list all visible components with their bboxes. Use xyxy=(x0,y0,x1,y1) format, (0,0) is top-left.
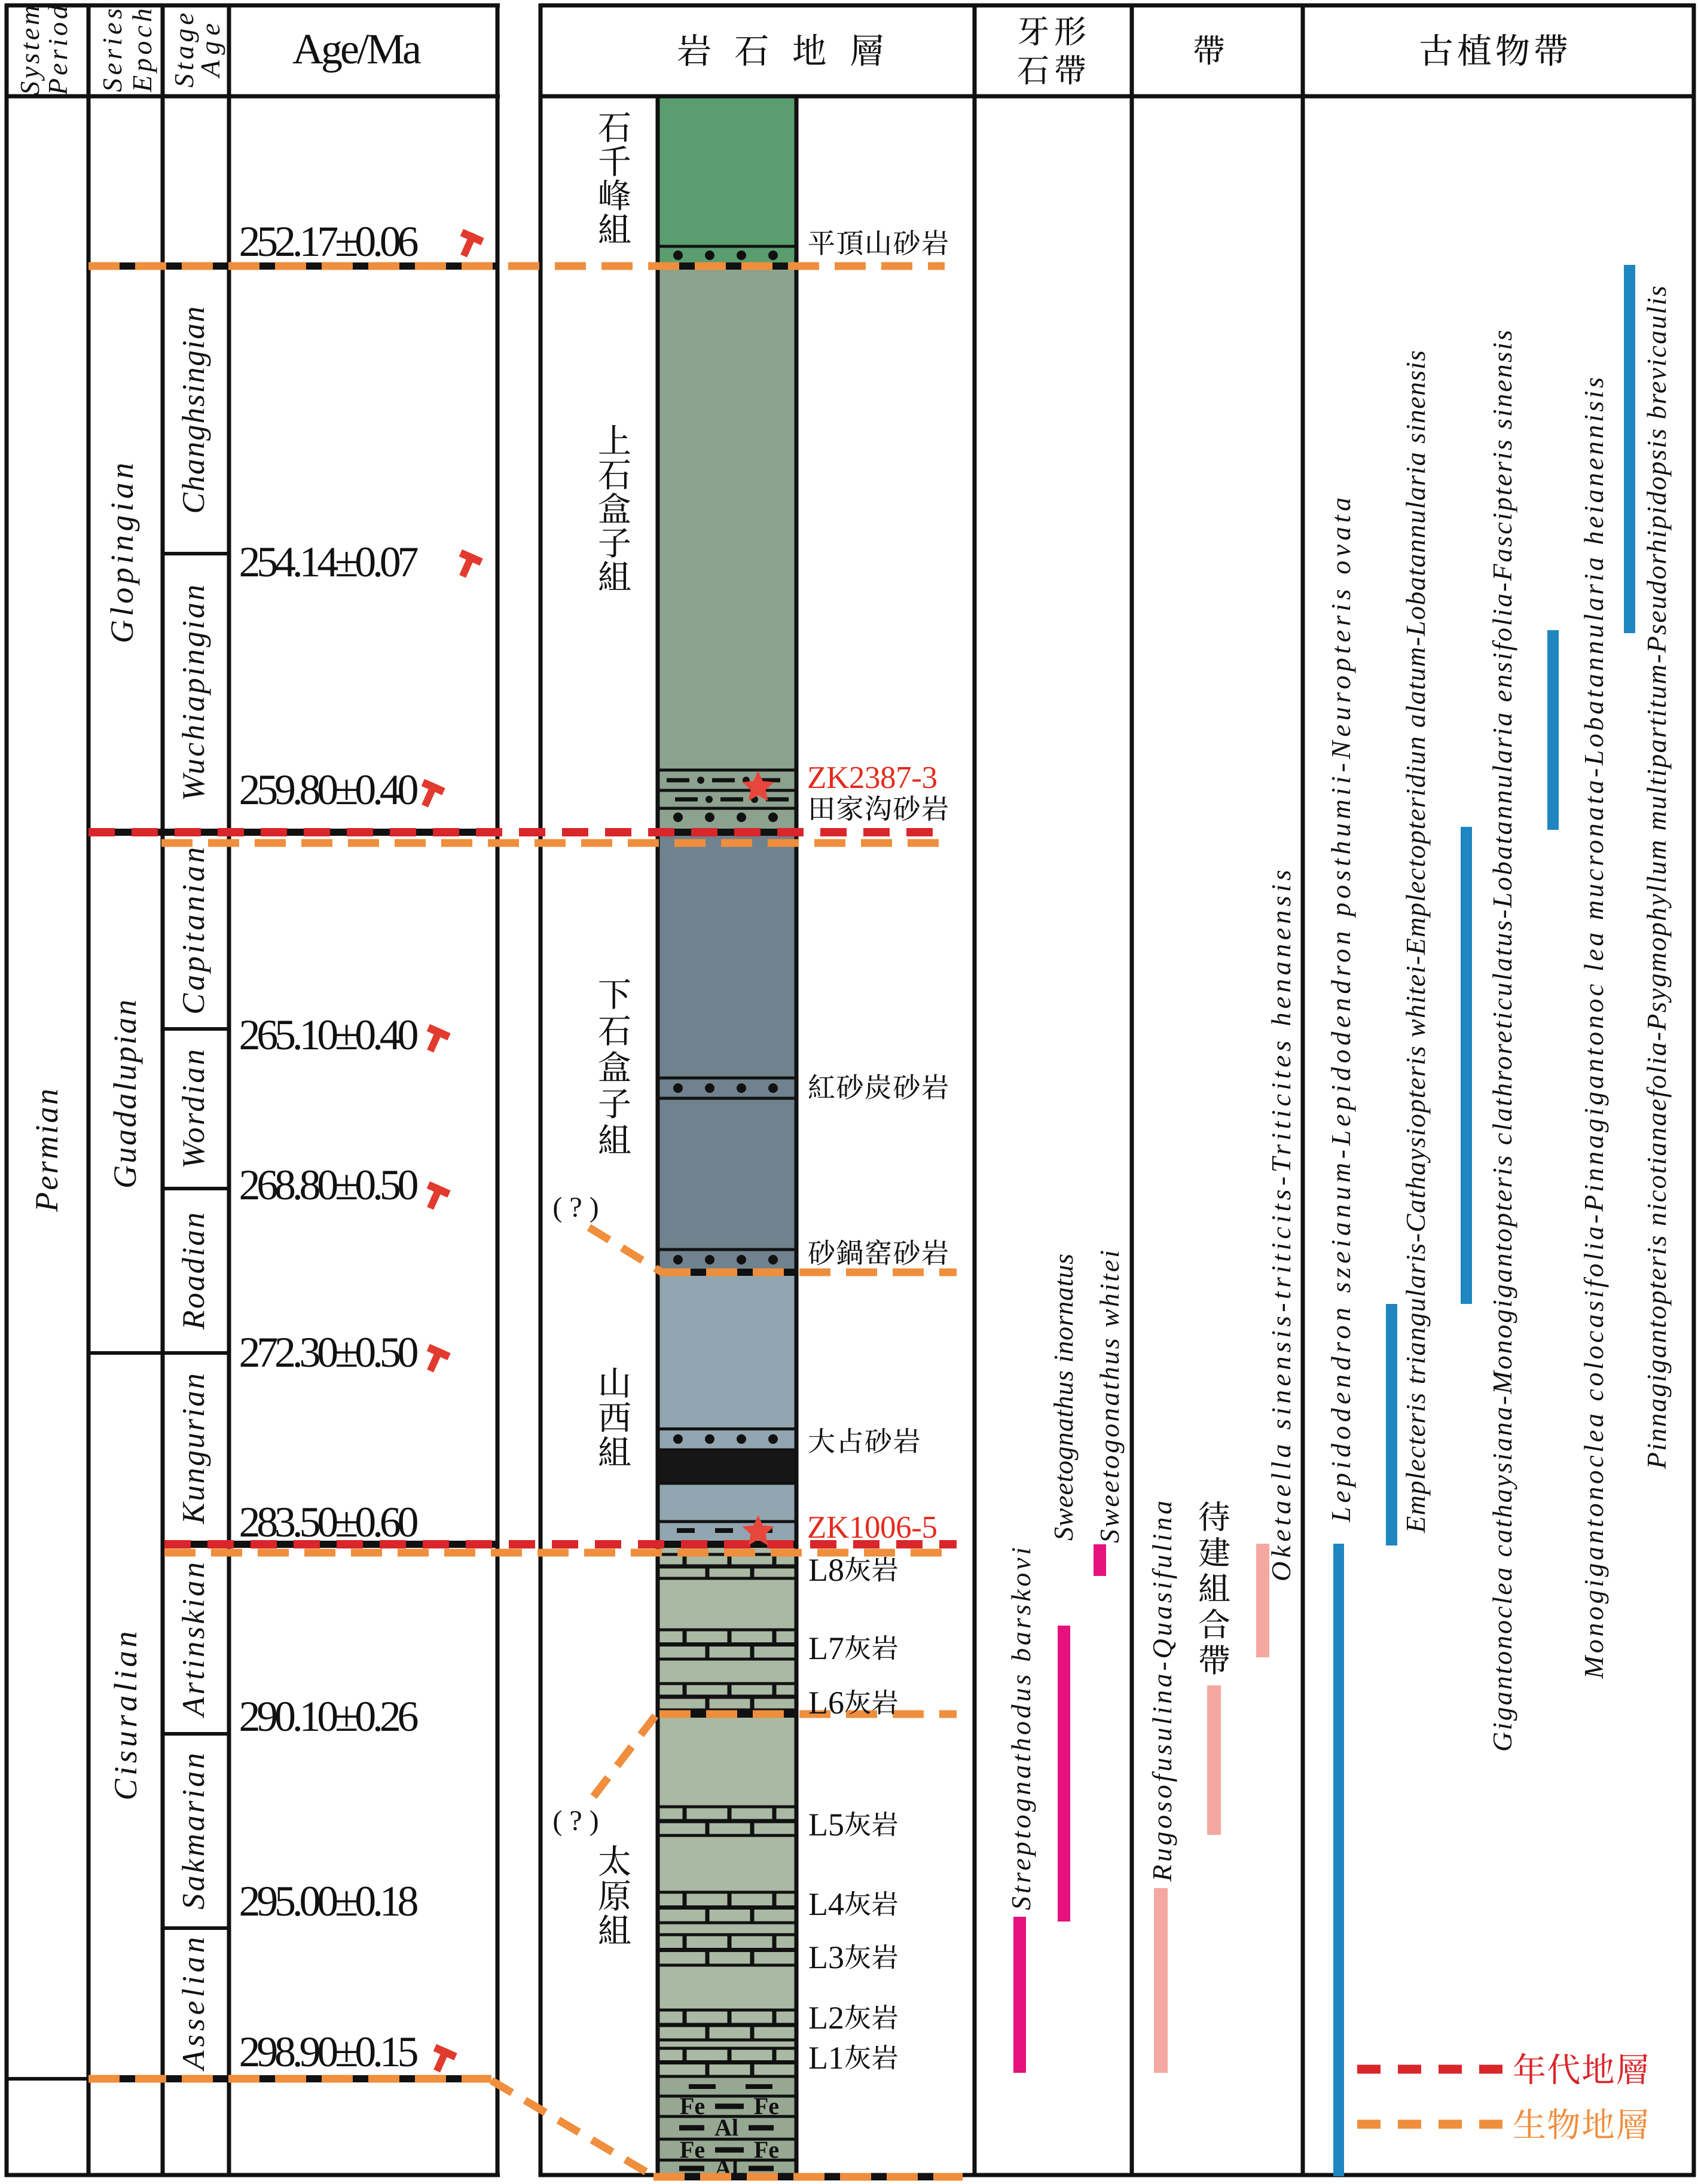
svg-text:Monogigantonoclea colocasifoli: Monogigantonoclea colocasifolia-Pinnagig… xyxy=(1578,377,1609,1679)
svg-text:( ? ): ( ? ) xyxy=(552,1192,598,1223)
svg-text:Fe: Fe xyxy=(680,2136,705,2163)
svg-text:Sakmarian: Sakmarian xyxy=(176,1753,211,1910)
svg-text:252.17±0.06: 252.17±0.06 xyxy=(239,218,419,265)
svg-text:Lepidodendron szeianum-Lepidod: Lepidodendron szeianum-Lepidodendron pos… xyxy=(1326,497,1356,1523)
svg-text:Stage: Stage xyxy=(169,13,199,88)
svg-text:Pinnagigantopteris nicotianaef: Pinnagigantopteris nicotianaefolia-Psygm… xyxy=(1641,286,1672,1470)
svg-text:Kungurian: Kungurian xyxy=(176,1373,211,1525)
svg-text:295.00±0.18: 295.00±0.18 xyxy=(239,1877,419,1925)
svg-text:System: System xyxy=(14,5,45,95)
svg-text:Epoch: Epoch xyxy=(127,8,157,93)
svg-text:L6: L6 xyxy=(808,1685,844,1721)
svg-text:L5: L5 xyxy=(808,1807,844,1843)
svg-text:265.10±0.40: 265.10±0.40 xyxy=(239,1011,419,1059)
svg-text:290.10±0.26: 290.10±0.26 xyxy=(239,1693,419,1740)
svg-text:Al: Al xyxy=(714,2114,738,2141)
svg-text:272.30±0.50: 272.30±0.50 xyxy=(239,1328,419,1376)
svg-text:254.14±0.07: 254.14±0.07 xyxy=(239,538,419,586)
svg-text:Roadian: Roadian xyxy=(176,1212,211,1330)
svg-text:259.80±0.40: 259.80±0.40 xyxy=(239,766,419,814)
svg-text:L7: L7 xyxy=(808,1630,844,1666)
svg-text:298.90±0.15: 298.90±0.15 xyxy=(239,2028,419,2076)
svg-text:Streptognathodus barskovi: Streptognathodus barskovi xyxy=(1006,1547,1036,1910)
svg-text:Fe: Fe xyxy=(680,2093,705,2119)
svg-text:L8: L8 xyxy=(808,1552,844,1588)
svg-text:L2: L2 xyxy=(808,2000,844,2036)
svg-text:Age/Ma: Age/Ma xyxy=(292,25,422,73)
svg-text:Wordian: Wordian xyxy=(176,1049,211,1169)
svg-text:Period: Period xyxy=(42,5,73,96)
svg-text:L1: L1 xyxy=(808,2040,844,2076)
svg-text:Sweetogonathus whitei: Sweetogonathus whitei xyxy=(1094,1250,1125,1543)
svg-text:Guadalupian: Guadalupian xyxy=(107,1000,143,1189)
svg-text:Changhsingian: Changhsingian xyxy=(176,307,211,514)
svg-text:Wuchiapingian: Wuchiapingian xyxy=(176,585,211,801)
svg-text:L4: L4 xyxy=(808,1886,844,1922)
svg-text:Fe: Fe xyxy=(754,2136,779,2163)
svg-text:ZK1006-5: ZK1006-5 xyxy=(807,1510,937,1545)
svg-text:Permian: Permian xyxy=(29,1089,65,1212)
svg-text:Age: Age xyxy=(195,23,225,79)
svg-text:Gigantonoclea cathaysiana-Mono: Gigantonoclea cathaysiana-Monogigantopte… xyxy=(1487,330,1517,1752)
svg-text:Cisuralian: Cisuralian xyxy=(108,1632,143,1801)
svg-text:( ? ): ( ? ) xyxy=(552,1805,598,1837)
svg-text:Sweetognathus inornatus: Sweetognathus inornatus xyxy=(1048,1254,1079,1541)
svg-text:L3: L3 xyxy=(808,1939,844,1975)
svg-text:ZK2387-3: ZK2387-3 xyxy=(807,760,937,795)
svg-text:Fe: Fe xyxy=(754,2093,779,2119)
svg-text:Rugosofusulina-Quasifulina: Rugosofusulina-Quasifulina xyxy=(1147,1501,1177,1882)
svg-text:Asselian: Asselian xyxy=(176,1937,211,2072)
svg-text:Emplecteris triangularis-Catha: Emplecteris triangularis-Cathaysiopteris… xyxy=(1400,350,1431,1534)
svg-text:283.50±0.60: 283.50±0.60 xyxy=(239,1498,419,1546)
svg-text:268.80±0.50: 268.80±0.50 xyxy=(239,1161,419,1209)
svg-text:Capitanian: Capitanian xyxy=(176,847,211,1015)
